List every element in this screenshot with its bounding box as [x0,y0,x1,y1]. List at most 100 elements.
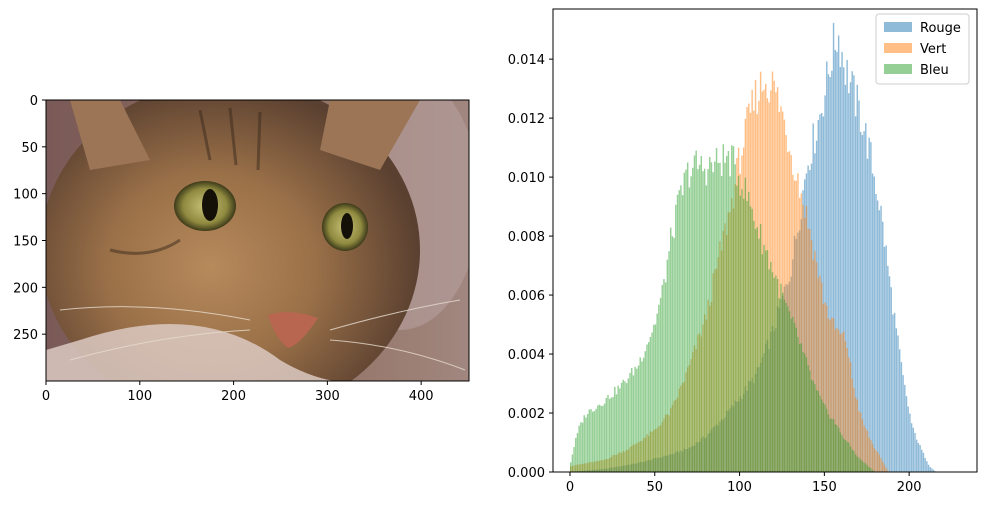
hist-bar-bleu [753,220,755,472]
hist-bar-rouge [844,84,847,472]
hist-bar-bleu [658,304,660,472]
image-xtick-label: 0 [42,389,50,404]
hist-bar-rouge [917,443,920,472]
hist-bar-bleu [732,146,735,472]
hist-bar-bleu [581,422,584,472]
hist-bar-bleu [639,357,641,472]
hist-bar-bleu [610,397,613,472]
hist-bar-bleu [573,447,575,472]
hist-bar-bleu [600,405,602,472]
hist-bar-rouge [929,467,931,472]
hist-bar-bleu [776,278,779,472]
hist-bar-bleu [686,162,689,472]
hist-bar-vert [843,331,845,472]
hist-bar-bleu [858,457,860,472]
hist-bar-bleu [586,413,589,472]
hist-bar-bleu [659,297,662,472]
hist-bar-vert [829,320,831,472]
hist-bar-bleu [844,440,847,472]
hist-bar-rouge [900,362,903,472]
hist-bar-bleu [810,379,813,472]
hist-bar-bleu [775,275,777,472]
hist-bar-bleu [668,251,670,472]
image-xtick-label: 400 [409,389,434,404]
hist-bar-rouge [859,131,862,472]
hist-bar-vert [832,318,835,472]
hist-bar-vert [814,251,816,472]
hist-xtick-label: 50 [646,480,663,495]
hist-bar-bleu [661,284,663,472]
hist-bar-vert [795,180,797,472]
hist-bar-vert [773,80,775,472]
hist-bar-rouge [875,194,877,472]
hist-bar-bleu [654,324,657,472]
hist-bar-bleu [644,351,647,472]
hist-ytick-label: 0.000 [508,466,545,481]
hist-bar-bleu [664,282,667,472]
hist-bar-vert [771,71,774,472]
hist-bar-bleu [807,365,809,472]
hist-bar-rouge [876,200,879,472]
hist-bar-vert [844,341,847,472]
hist-bar-vert [790,155,792,473]
hist-bar-bleu [826,408,828,472]
hist-bar-bleu [802,351,804,472]
legend-swatch-bleu [884,64,912,74]
hist-bar-bleu [673,237,675,472]
hist-bar-vert [837,329,840,472]
hist-bar-bleu [765,250,767,472]
hist-bar-bleu [575,437,577,472]
hist-bar-bleu [720,176,723,472]
hist-bar-bleu [746,200,748,472]
hist-bar-vert [865,428,867,472]
hist-bar-bleu [744,177,747,472]
hist-bar-bleu [851,449,853,472]
hist-bar-bleu [863,462,865,472]
hist-bar-rouge [892,314,894,472]
hist-bar-bleu [837,427,840,472]
hist-bar-bleu [666,259,669,472]
hist-bar-bleu [798,343,801,472]
hist-bar-bleu [576,433,579,472]
hist-bar-rouge [839,67,842,472]
hist-bar-vert [841,333,843,472]
hist-bar-bleu [707,169,709,472]
hist-bar-bleu [703,168,706,472]
image-xtick-label: 100 [127,389,152,404]
hist-bar-bleu [741,189,743,472]
hist-bar-vert [887,470,889,472]
hist-bar-bleu [778,298,781,472]
hist-bar-bleu [671,236,674,472]
hist-bar-rouge [858,100,860,472]
hist-bar-rouge [932,469,935,472]
hist-bar-rouge [878,210,881,472]
hist-xtick-label: 200 [897,480,922,495]
hist-bar-vert [827,318,830,472]
hist-bar-bleu [670,227,672,472]
hist-bar-bleu [756,227,758,472]
hist-bar-rouge [834,49,836,473]
hist-bar-bleu [722,144,725,472]
hist-bar-bleu [819,395,821,472]
hist-bar-bleu [827,414,830,472]
hist-bar-bleu [675,204,677,472]
hist-bar-rouge [897,335,899,472]
hist-bar-vert [873,447,875,472]
hist-bar-rouge [848,93,850,472]
hist-bar-rouge [873,176,875,473]
hist-bar-bleu [580,422,582,472]
hist-bar-bleu [571,454,574,472]
histogram-panel: 0 50 100 150 200 0.000 0.002 0.004 0.006 0.008 0.… [508,8,978,495]
hist-bar-bleu [748,191,750,472]
hist-bar-vert [805,205,808,472]
hist-bar-bleu [763,244,765,472]
hist-bar-rouge [904,384,906,472]
hist-bar-rouge [926,461,928,472]
hist-bar-bleu [619,388,621,472]
hist-bar-bleu [758,238,760,472]
image-ytick-label: 200 [13,281,38,296]
hist-bar-vert [866,431,869,472]
hist-bar-rouge [856,84,859,472]
hist-bar-bleu [766,250,769,472]
hist-bar-bleu [839,432,842,472]
